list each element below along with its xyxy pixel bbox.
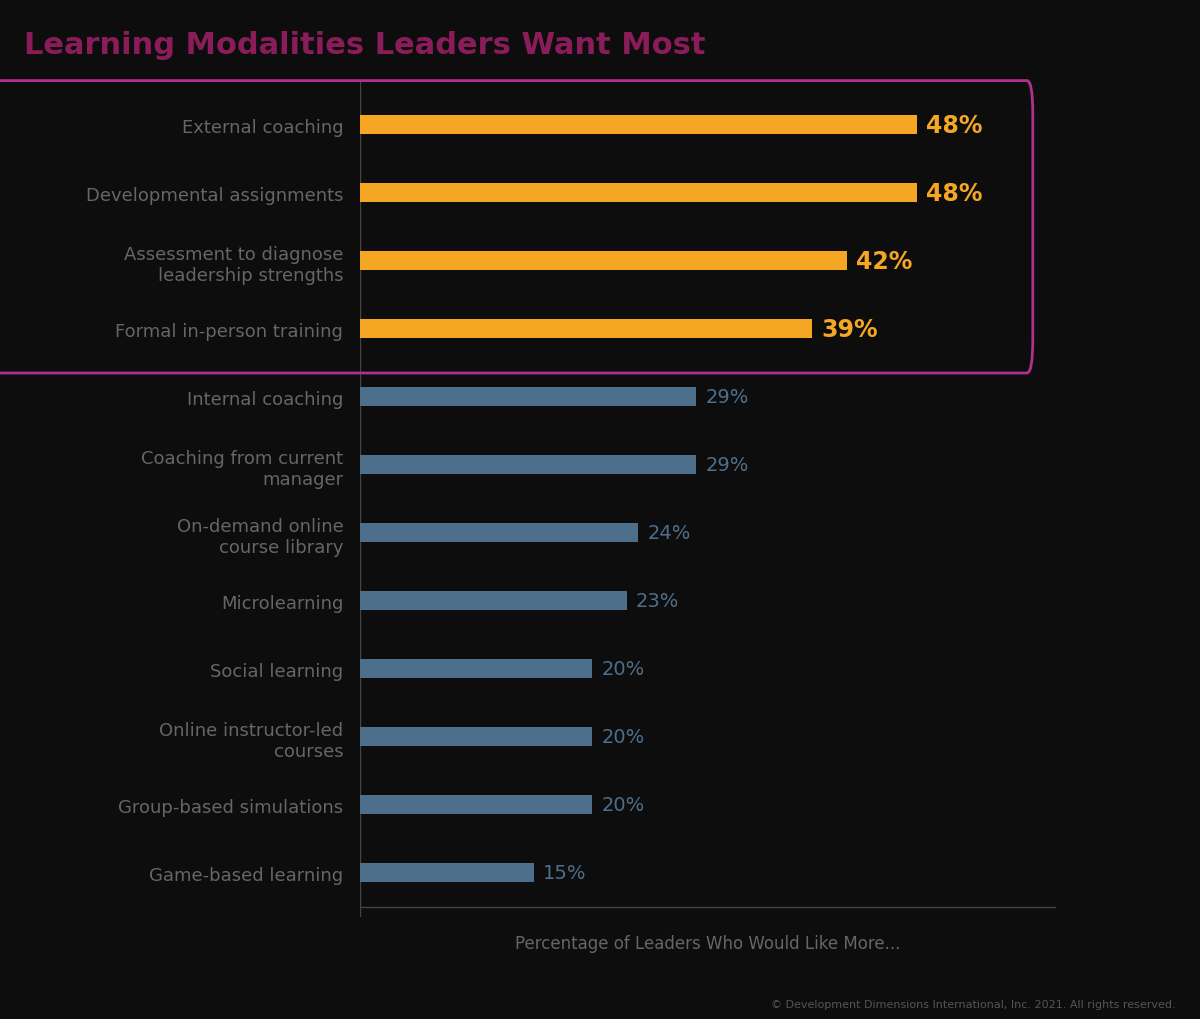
Text: 24%: 24% (648, 524, 691, 543)
Bar (360, 320, 812, 339)
Text: 39%: 39% (822, 318, 878, 341)
Bar (360, 524, 638, 543)
Bar (360, 659, 592, 679)
X-axis label: Percentage of Leaders Who Would Like More...: Percentage of Leaders Who Would Like Mor… (515, 933, 901, 952)
Bar (360, 455, 696, 475)
Text: 29%: 29% (706, 388, 749, 407)
Text: 23%: 23% (636, 592, 679, 610)
Text: 29%: 29% (706, 455, 749, 475)
Bar (360, 863, 534, 882)
Bar (360, 184, 917, 203)
Text: Learning Modalities Leaders Want Most: Learning Modalities Leaders Want Most (24, 31, 706, 59)
Text: 20%: 20% (601, 659, 644, 679)
Bar (360, 592, 626, 610)
Text: 20%: 20% (601, 796, 644, 814)
Text: © Development Dimensions International, Inc. 2021. All rights reserved.: © Development Dimensions International, … (772, 999, 1176, 1009)
Text: 20%: 20% (601, 728, 644, 747)
Text: 48%: 48% (926, 114, 983, 138)
Text: 48%: 48% (926, 181, 983, 206)
Bar (360, 388, 696, 407)
Bar (360, 252, 847, 271)
Text: 15%: 15% (544, 863, 587, 882)
Text: 42%: 42% (857, 250, 913, 273)
Bar (360, 728, 592, 747)
Bar (360, 116, 917, 136)
Bar (360, 796, 592, 814)
